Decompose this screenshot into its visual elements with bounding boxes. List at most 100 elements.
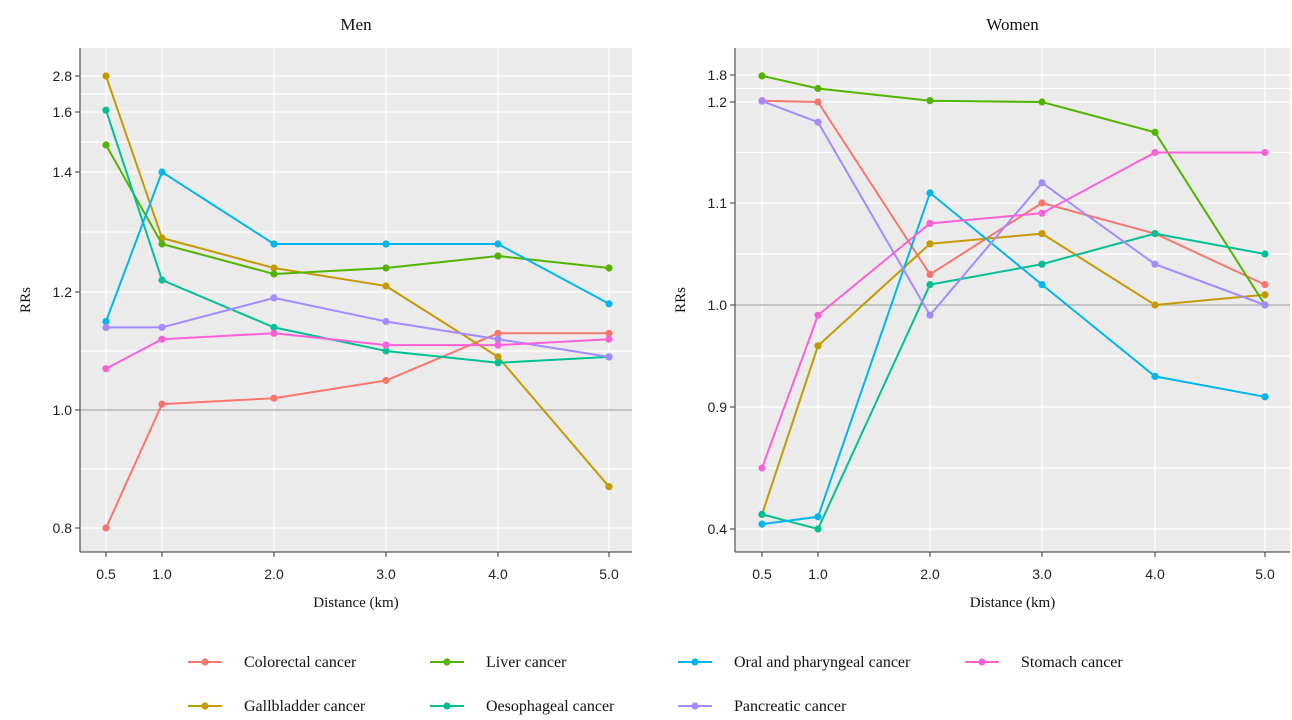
data-point [605,264,613,272]
legend-key-point [691,658,699,666]
legend-item-oesophageal-cancer: Oesophageal cancer [430,698,615,715]
legend-label: Oesophageal cancer [486,698,615,715]
legend-label: Pancreatic cancer [734,698,847,715]
data-point [1151,230,1159,238]
data-point [1261,301,1269,309]
data-point [102,524,110,532]
legend-item-oral-and-pharyngeal-cancer: Oral and pharyngeal cancer [678,654,911,671]
data-point [926,311,934,319]
legend-label: Stomach cancer [1021,654,1123,671]
y-tick-label: 1.0 [53,402,73,418]
series-line-gallbladder-cancer [105,75,610,488]
y-tick-label: 1.1 [708,195,728,211]
data-point [1038,209,1046,217]
legend-key-point [201,658,209,666]
data-point [102,317,110,326]
data-point [758,510,766,518]
data-point [158,276,166,284]
series-line-colorectal-cancer [105,332,609,529]
data-point [926,189,934,197]
data-point [1151,128,1159,136]
data-point [1038,199,1046,207]
legend-item-gallbladder-cancer: Gallbladder cancer [188,698,366,715]
data-point [382,282,390,290]
y-tick-label: 0.9 [708,399,728,415]
data-point [382,376,390,385]
series-line-pancreatic-cancer [106,296,610,358]
data-point [102,323,110,331]
data-point [1261,250,1269,258]
y-tick-label: 0.8 [53,520,73,536]
x-tick-label: 0.5 [752,566,772,582]
series-stomach-cancer [758,148,1269,472]
data-point [1261,393,1269,401]
data-point [1038,98,1046,106]
data-point [158,323,166,331]
data-point [102,141,110,149]
x-tick-label: 2.0 [920,566,940,582]
data-point [270,394,278,402]
data-point [814,311,822,319]
data-point [494,341,502,349]
data-point [494,359,502,367]
data-point [158,400,166,408]
series-line-pancreatic-cancer [761,100,1266,317]
panel-men: 0.8 1.0 1.2 1.4 1.6 2.8 0.5 1.0 2.0 3.0 4.0 5.0 Men D… [18,15,632,611]
data-point [605,335,613,343]
data-point [494,252,502,260]
data-point [814,84,822,93]
legend-label: Gallbladder cancer [244,698,366,715]
legend-key-point [978,658,986,666]
legend-item-pancreatic-cancer: Pancreatic cancer [678,698,847,715]
data-point [814,525,822,533]
data-point [758,520,766,528]
legend-item-colorectal-cancer: Colorectal cancer [188,654,357,671]
series-line-oral-and-pharyngeal-cancer [761,191,1266,526]
data-point [758,97,766,105]
series-line-stomach-cancer [105,332,610,370]
data-point [605,353,613,361]
data-point [382,347,390,355]
legend-key-point [201,702,209,710]
series-oral-and-pharyngeal-cancer [758,189,1269,528]
data-point [758,72,766,80]
data-point [270,240,278,248]
y-axis-label: RRs [673,287,689,313]
data-point [814,342,822,350]
data-point [270,264,278,272]
series-oral-and-pharyngeal-cancer [102,168,613,326]
data-point [1261,148,1269,157]
panel-title: Women [986,15,1039,34]
series-pancreatic-cancer [102,294,613,361]
y-tick-label: 1.2 [708,94,728,110]
data-point [382,240,390,248]
x-tick-label: 1.0 [808,566,828,582]
data-point [926,240,934,248]
data-point [158,240,166,248]
data-point [814,98,822,106]
series-line-liver-cancer [105,144,610,276]
x-tick-label: 3.0 [376,566,396,582]
data-point [270,323,278,331]
data-point [158,335,166,343]
data-point [270,270,278,278]
panel-title: Men [340,15,372,34]
x-tick-label: 4.0 [1145,566,1165,582]
data-point [270,294,278,302]
y-tick-label: 1.6 [53,104,73,120]
legend-item-liver-cancer: Liver cancer [430,654,567,671]
legend-key-point [443,658,451,666]
data-point [814,118,822,126]
series-line-oesophageal-cancer [761,232,1266,531]
x-tick-label: 5.0 [599,566,619,582]
legend-key-point [443,702,451,710]
data-point [494,353,502,361]
y-axis-label: RRs [18,287,34,313]
data-point [382,264,390,272]
x-tick-label: 5.0 [1255,566,1275,582]
data-point [926,97,934,105]
x-axis-label: Distance (km) [313,595,398,611]
y-tick-label: 1.4 [53,164,73,180]
data-point [1151,301,1159,309]
